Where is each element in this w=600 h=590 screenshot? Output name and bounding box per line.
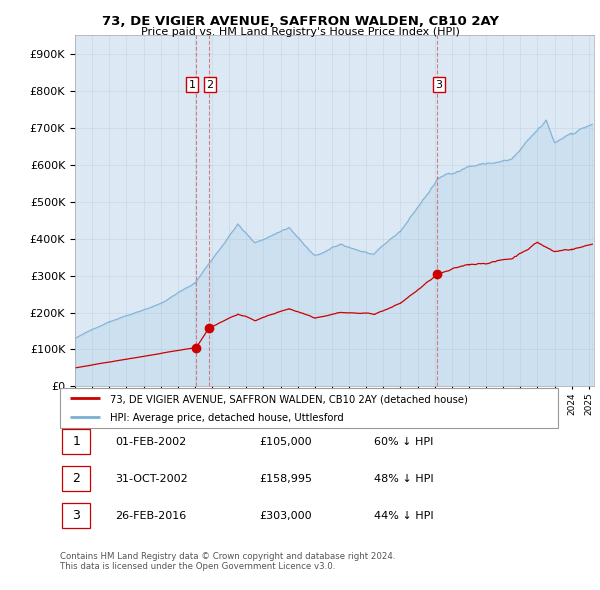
FancyBboxPatch shape [62,466,90,491]
Text: 1: 1 [72,435,80,448]
Text: £105,000: £105,000 [259,437,312,447]
Text: £303,000: £303,000 [259,511,312,521]
FancyBboxPatch shape [62,503,90,528]
Text: Contains HM Land Registry data © Crown copyright and database right 2024.
This d: Contains HM Land Registry data © Crown c… [60,552,395,571]
FancyBboxPatch shape [62,429,90,454]
Text: 2: 2 [72,472,80,485]
Text: HPI: Average price, detached house, Uttlesford: HPI: Average price, detached house, Uttl… [110,413,344,423]
FancyBboxPatch shape [60,388,558,428]
Text: 31-OCT-2002: 31-OCT-2002 [115,474,188,484]
Text: 60% ↓ HPI: 60% ↓ HPI [374,437,433,447]
Text: 48% ↓ HPI: 48% ↓ HPI [374,474,433,484]
Text: Price paid vs. HM Land Registry's House Price Index (HPI): Price paid vs. HM Land Registry's House … [140,27,460,37]
Text: £158,995: £158,995 [259,474,312,484]
Text: 3: 3 [436,80,442,90]
Text: 3: 3 [72,509,80,522]
Text: 44% ↓ HPI: 44% ↓ HPI [374,511,433,521]
Text: 26-FEB-2016: 26-FEB-2016 [115,511,186,521]
Text: 73, DE VIGIER AVENUE, SAFFRON WALDEN, CB10 2AY: 73, DE VIGIER AVENUE, SAFFRON WALDEN, CB… [101,15,499,28]
Text: 2: 2 [206,80,214,90]
Text: 73, DE VIGIER AVENUE, SAFFRON WALDEN, CB10 2AY (detached house): 73, DE VIGIER AVENUE, SAFFRON WALDEN, CB… [110,395,467,405]
Text: 01-FEB-2002: 01-FEB-2002 [115,437,186,447]
Text: 1: 1 [188,80,196,90]
